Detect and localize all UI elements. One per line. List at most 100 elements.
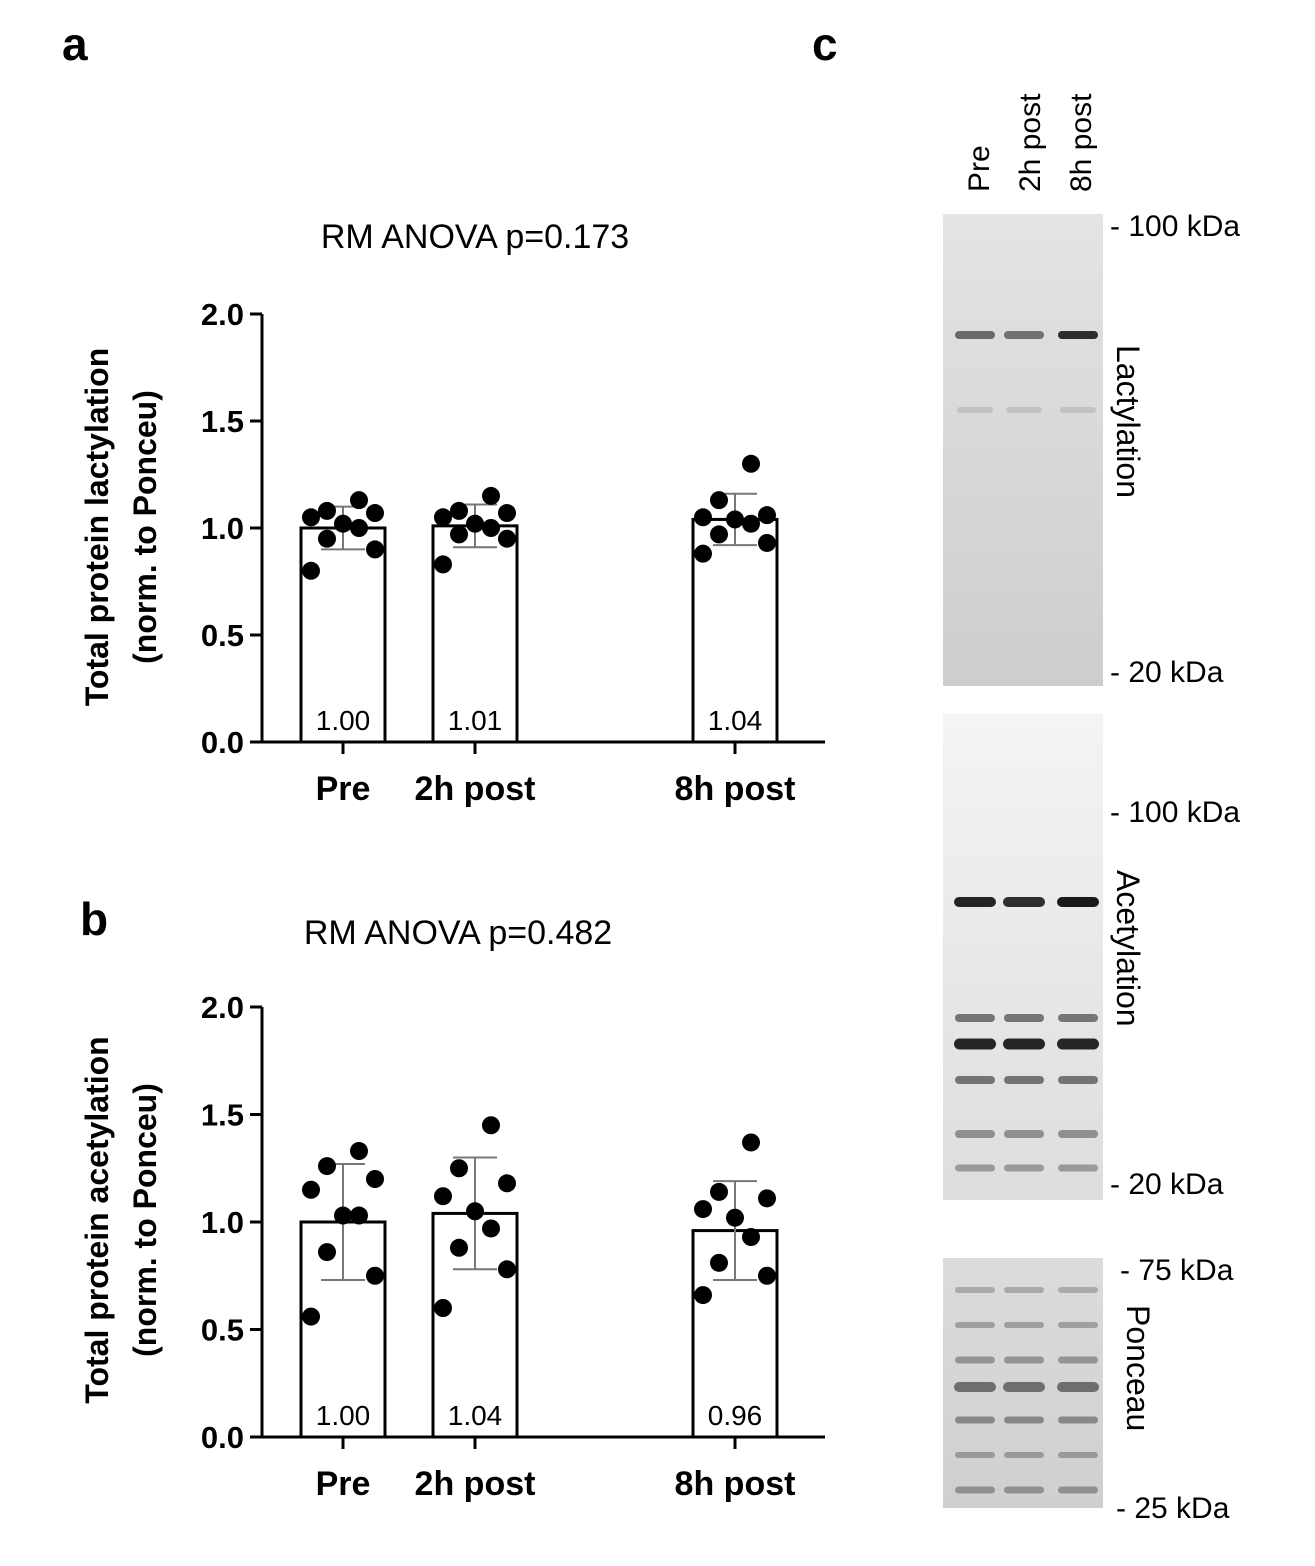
blot-band <box>1058 331 1098 339</box>
chart-title: RM ANOVA p=0.173 <box>321 218 629 256</box>
data-point <box>498 504 516 523</box>
x-tick-label: Pre <box>316 770 371 808</box>
data-point <box>366 1266 384 1285</box>
data-point <box>694 544 712 563</box>
bar-value-label: 1.04 <box>448 1400 503 1431</box>
blot-band <box>954 897 996 907</box>
data-point <box>302 508 320 527</box>
blot-band <box>1057 1382 1099 1392</box>
y-axis-label-line2: (norm. to Ponceu) <box>127 1083 163 1357</box>
data-point <box>726 510 744 529</box>
data-point <box>694 508 712 527</box>
blot-band <box>955 1076 995 1084</box>
blot-ponceau: - 75 kDa - 25 kDa Ponceau <box>943 1254 1234 1525</box>
y-tick-label: 1.0 <box>201 1205 244 1240</box>
blot-band <box>1004 1130 1044 1138</box>
data-point <box>482 486 500 505</box>
y-tick-label: 0.0 <box>201 1420 244 1455</box>
bar-value-label: 1.01 <box>448 705 503 736</box>
data-point <box>466 514 484 533</box>
data-point <box>694 1286 712 1305</box>
data-point <box>710 1253 728 1272</box>
plot-area: 0.0 0.5 1.0 1.5 2.0 Pre 1.00 2h post 1.01 8h post… <box>201 297 825 808</box>
blot-band <box>1057 897 1099 907</box>
data-point <box>318 529 336 548</box>
data-point <box>758 506 776 525</box>
marker-top: - 100 kDa <box>1110 210 1240 243</box>
marker-top: - 75 kDa <box>1120 1254 1234 1287</box>
data-point <box>726 1208 744 1227</box>
x-tick-label: 2h post <box>415 770 536 808</box>
marker-bottom: - 20 kDa <box>1110 656 1224 689</box>
data-point <box>434 1299 452 1317</box>
blot-band <box>1004 1416 1044 1424</box>
data-point <box>450 1159 468 1178</box>
blot-band <box>955 1416 995 1424</box>
blot-band <box>955 1287 995 1293</box>
y-tick-label: 1.0 <box>201 511 244 546</box>
panel-letter-a: a <box>62 18 88 70</box>
blot-band <box>1060 407 1096 413</box>
blot-band <box>955 331 995 339</box>
marker-bottom: - 25 kDa <box>1116 1492 1230 1525</box>
blot-band <box>1003 897 1045 907</box>
blot-band <box>1058 1164 1098 1172</box>
data-point <box>758 533 776 552</box>
blot-lactylation: - 100 kDa - 20 kDa Lactylation <box>943 210 1240 689</box>
data-point <box>334 514 352 533</box>
data-point <box>434 1187 452 1206</box>
blot-band <box>1003 1382 1045 1392</box>
blot-band <box>1004 1076 1044 1084</box>
data-point <box>742 1228 760 1247</box>
blot-label: Lactylation <box>1110 345 1146 498</box>
data-point <box>302 561 320 580</box>
blot-band <box>1057 1038 1099 1050</box>
data-point <box>710 525 728 544</box>
blot-band <box>1004 331 1044 339</box>
panel-letter-c: c <box>812 18 838 70</box>
blot-bands <box>954 1287 1099 1494</box>
y-tick-label: 2.0 <box>201 297 244 332</box>
data-point <box>350 519 368 537</box>
lane-label-8h-post: 8h post <box>1065 93 1098 192</box>
data-point <box>302 1307 320 1326</box>
blot-band <box>1058 1014 1098 1022</box>
lane-label-2h-post: 2h post <box>1014 93 1047 192</box>
data-point <box>334 1206 352 1225</box>
lane-label-pre: Pre <box>963 145 996 192</box>
blot-label: Acetylation <box>1110 870 1146 1027</box>
data-point <box>366 1170 384 1188</box>
y-tick-label: 0.0 <box>201 725 244 760</box>
bar-value-label: 0.96 <box>708 1400 763 1431</box>
chart-lactylation: RM ANOVA p=0.173 Total protein lactylati… <box>79 218 825 808</box>
blot-membrane <box>943 714 1103 1200</box>
blot-acetylation: - 100 kDa - 20 kDa Acetylation <box>943 714 1240 1201</box>
data-point <box>498 529 516 548</box>
blot-band <box>955 1356 995 1364</box>
data-point <box>742 454 760 473</box>
blot-membrane <box>943 214 1103 686</box>
y-tick-label: 1.5 <box>201 404 244 439</box>
data-point <box>758 1189 776 1208</box>
data-point <box>366 504 384 523</box>
panel-letter-b: b <box>80 893 108 945</box>
blot-band <box>1004 1164 1044 1172</box>
blot-band <box>1058 1452 1098 1458</box>
blot-band <box>955 1322 995 1328</box>
blot-band <box>1058 1287 1098 1293</box>
data-point <box>350 1206 368 1225</box>
blot-band <box>954 1038 996 1050</box>
y-tick-label: 2.0 <box>201 990 244 1025</box>
y-axis-label-line1: Total protein acetylation <box>79 1036 115 1403</box>
data-point <box>302 1180 320 1199</box>
y-tick-label: 0.5 <box>201 1313 244 1348</box>
blot-band <box>1058 1486 1098 1494</box>
blot-band <box>955 1130 995 1138</box>
data-point <box>350 491 368 510</box>
blot-band <box>1058 1076 1098 1084</box>
data-point <box>450 1238 468 1257</box>
data-point <box>498 1260 516 1279</box>
blot-band <box>1058 1416 1098 1424</box>
x-tick-label: 2h post <box>415 1465 536 1503</box>
